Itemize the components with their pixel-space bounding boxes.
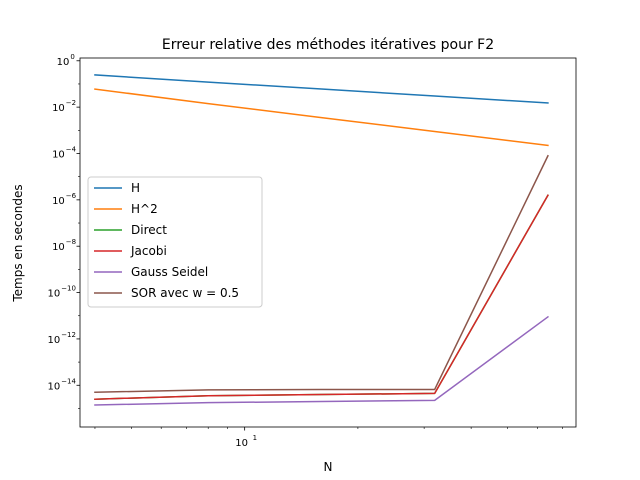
legend-label-1: H: [131, 181, 140, 195]
y-tick-exponent: −10: [61, 285, 76, 293]
x-tick-label: 10: [235, 438, 248, 449]
y-tick-exponent: −2: [66, 99, 76, 107]
y-tick-exponent: 0: [70, 53, 74, 61]
legend-label-4: Jacobi: [130, 244, 167, 258]
plot-area: [79, 57, 577, 428]
y-tick-exponent: −6: [66, 192, 77, 200]
y-tick-label: 10: [47, 335, 60, 346]
y-tick-label: 10: [47, 289, 60, 300]
series-line-2: [94, 88, 549, 147]
legend-label-2: H^2: [131, 202, 158, 216]
y-tick-label: 10: [52, 242, 65, 253]
legend-label-3: Direct: [131, 223, 167, 237]
y-axis-label: Temps en secondes: [11, 184, 25, 302]
y-tick-label: 10: [52, 196, 65, 207]
series-line-5: [94, 315, 549, 406]
series-line-4: [94, 194, 549, 400]
series-line-1: [94, 74, 549, 104]
series-line-6: [94, 154, 549, 393]
series-layer: [94, 74, 549, 406]
chart-title: Erreur relative des méthodes itératives …: [162, 37, 494, 53]
x-axis-label: N: [324, 460, 333, 474]
y-tick-exponent: −4: [66, 145, 77, 153]
y-tick-exponent: −8: [66, 238, 76, 246]
legend: H H^2 Direct Jacobi Gauss Seidel SOR avec w =…: [87, 176, 263, 308]
y-tick-label: 10: [52, 103, 65, 114]
legend-label-5: Gauss Seidel: [131, 265, 208, 279]
axes-frame: [79, 57, 577, 428]
legend-label-6: SOR avec w = 0.5: [131, 286, 239, 300]
x-axis: 10 1: [94, 427, 563, 449]
y-tick-exponent: −12: [61, 331, 76, 339]
y-tick-label: 10: [47, 381, 60, 392]
y-tick-exponent: −14: [61, 377, 76, 385]
y-tick-label: 10: [57, 57, 70, 68]
legend-box: [87, 176, 263, 308]
x-tick-exponent: 1: [253, 434, 257, 442]
y-tick-label: 10: [52, 149, 65, 160]
